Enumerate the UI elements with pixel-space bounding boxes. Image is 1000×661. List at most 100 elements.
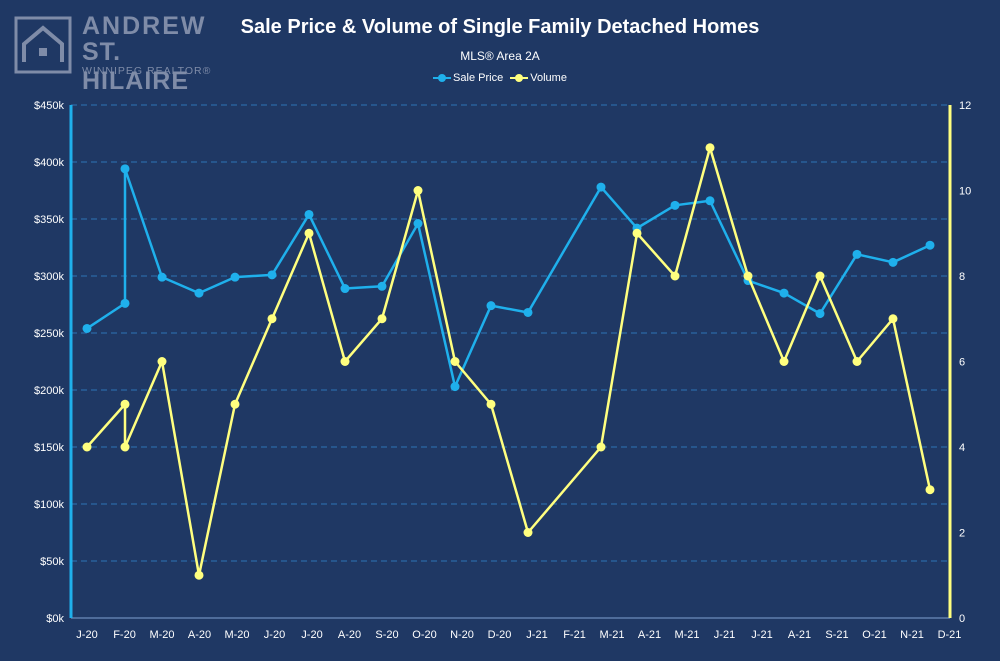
sale-price-point [596,182,606,192]
volume-point [304,228,314,238]
x-tick-label: J-20 [264,629,285,641]
sale-price-point [304,209,314,219]
sale-price-point [413,219,423,229]
y-left-tick-label: $400k [34,157,64,169]
volume-point [450,357,460,366]
sale-price-point [815,309,825,319]
volume-point [486,399,496,409]
chart-title: Sale Price & Volume of Single Family Det… [240,16,760,38]
volume-point [120,399,130,409]
logo-name-line1: ANDREW [82,12,207,40]
sale-price-line [86,167,931,388]
logo-name-line2: ST. HILAIRE [82,38,189,95]
volume-point [925,485,935,495]
sale-price-point [82,323,92,333]
tick-labels: $0k $50k $100k $150k $200k $250k $300k $350k $40… [34,100,971,641]
y-left-tick-label: $150k [34,442,64,454]
x-tick-label: N-20 [450,629,474,641]
x-tick-label: S-20 [375,629,398,641]
sale-price-point [157,272,167,282]
sale-price-point [852,249,862,259]
sale-price-point [486,301,496,311]
volume-point [413,186,423,195]
x-tick-label: J-20 [76,629,97,641]
sale-price-point [267,270,277,280]
series [82,143,935,580]
house-logo-icon [14,16,72,74]
y-left-tick-label: $200k [34,385,64,397]
volume-point [743,271,753,281]
gridlines [71,104,950,562]
x-tick-label: F-21 [563,629,586,641]
x-tick-label: M-21 [674,629,699,641]
volume-point [852,357,862,366]
sale-price-point [194,288,204,298]
sale-price-point [340,284,350,294]
volume-point [230,399,240,409]
x-tick-label: O-20 [412,629,436,641]
x-tick-label: J-21 [526,629,547,641]
y-left-tick-label: $0k [46,613,64,625]
y-right-tick-label: 12 [959,100,971,112]
y-left-tick-label: $350k [34,214,64,226]
volume-point [523,528,533,537]
legend-swatch-volume [510,73,529,83]
y-left-tick-label: $300k [34,271,64,283]
volume-point [267,314,277,324]
y-left-tick-label: $50k [40,556,64,568]
x-tick-label: J-21 [714,629,735,641]
x-tick-label: M-21 [599,629,624,641]
x-tick-label: D-21 [938,629,962,641]
volume-point [670,271,680,281]
y-right-tick-label: 10 [959,186,971,198]
sale-price-point [230,272,240,282]
x-tick-label: A-20 [188,629,211,641]
x-tick-label: D-20 [488,629,512,641]
volume-point [194,570,204,580]
x-tick-label: J-20 [301,629,322,641]
axes [69,105,952,619]
x-tick-label: O-21 [862,629,886,641]
volume-point [815,271,825,281]
chart-legend: Sale Price Volume [0,72,1000,86]
sale-price-point [523,307,533,317]
volume-point [596,442,606,452]
x-tick-label: A-21 [788,629,811,641]
y-right-tick-label: 4 [959,442,965,454]
sale-price-point [120,298,130,308]
x-tick-label: S-21 [825,629,848,641]
sale-price-point [925,240,935,250]
legend-item-sale-price: Sale Price [433,72,503,84]
sale-price-point [888,257,898,267]
x-tick-label: M-20 [224,629,249,641]
sale-price-point [450,382,460,392]
y-left-tick-label: $250k [34,328,64,340]
y-left-tick-label: $450k [34,100,64,112]
x-tick-label: F-20 [113,629,136,641]
legend-item-volume: Volume [510,72,567,84]
legend-label-sale-price: Sale Price [453,72,504,84]
volume-point [779,357,789,366]
volume-point [377,314,387,324]
brand-logo: ANDREW ST. HILAIRE WINNIPEG REALTOR® [14,10,224,95]
logo-tagline: WINNIPEG REALTOR® [82,65,212,77]
chart-subtitle: MLS® Area 2A [460,49,540,63]
y-right-tick-label: 6 [959,357,965,369]
y-right-tick-label: 2 [959,528,965,540]
y-right-tick-label: 8 [959,271,965,283]
legend-swatch-sale-price [433,73,452,83]
y-right-tick-label: 0 [959,613,965,625]
y-left-tick-label: $100k [34,499,64,511]
volume-point [120,442,130,452]
volume-point [888,314,898,324]
x-tick-label: N-21 [900,629,924,641]
volume-point [340,357,350,366]
x-tick-label: A-20 [338,629,361,641]
sale-price-point [120,164,130,174]
volume-point [632,228,642,238]
x-tick-label: J-21 [751,629,772,641]
sale-price-point [377,281,387,291]
sale-price-point [779,288,789,298]
volume-line [86,146,932,577]
